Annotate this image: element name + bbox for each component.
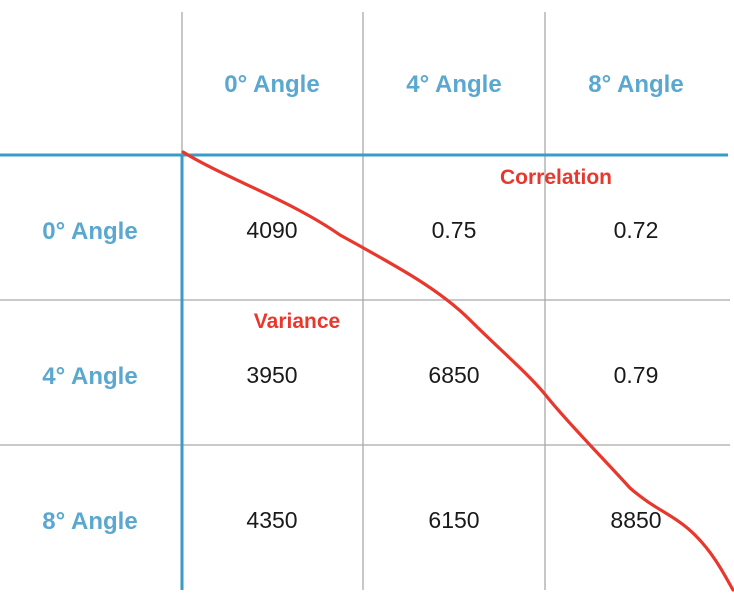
row-headers: 0° Angle 4° Angle 8° Angle [42, 218, 137, 535]
cell-r2-c0: 4350 [246, 507, 297, 533]
column-header-1: 4° Angle [406, 71, 501, 98]
cell-r2-c1: 6150 [428, 507, 479, 533]
cell-r0-c2: 0.72 [614, 217, 659, 243]
cell-r1-c1: 6850 [428, 362, 479, 388]
row-header-0: 0° Angle [42, 218, 137, 245]
cell-r0-c0: 4090 [246, 217, 297, 243]
correlation-annotation-label: Correlation [500, 166, 612, 189]
cell-r1-c0: 3950 [246, 362, 297, 388]
axis-lines [0, 153, 728, 590]
row-header-2: 8° Angle [42, 508, 137, 535]
table-cells: 4090 0.75 0.72 3950 6850 0.79 4350 6150 … [246, 217, 661, 533]
cell-r1-c2: 0.79 [614, 362, 659, 388]
variance-annotation-label: Variance [254, 310, 340, 333]
column-header-2: 8° Angle [588, 71, 683, 98]
grid-lines [0, 12, 730, 590]
column-headers: 0° Angle 4° Angle 8° Angle [224, 71, 683, 98]
column-header-0: 0° Angle [224, 71, 319, 98]
cell-r0-c1: 0.75 [432, 217, 477, 243]
cell-r2-c2: 8850 [610, 507, 661, 533]
row-header-1: 4° Angle [42, 363, 137, 390]
diagonal-annotation-stroke [181, 150, 734, 592]
